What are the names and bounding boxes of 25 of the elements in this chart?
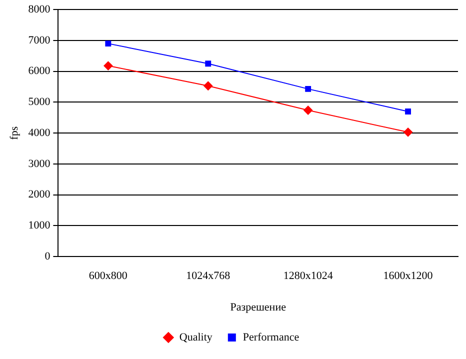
y-tick-label: 1000 [28,220,51,232]
y-tick-label: 6000 [28,65,51,78]
y-tick-label: 4000 [28,126,51,139]
y-tick-label: 7000 [28,34,51,46]
y-tick-label: 8000 [28,3,51,16]
point [104,61,113,70]
point [405,108,411,114]
point [304,106,313,115]
point [205,60,212,67]
legend-label: Quality [179,331,213,344]
x-tick-label: 600x800 [88,270,128,282]
x-tick-label: 1024x768 [186,270,231,282]
y-tick-label: 3000 [28,158,51,170]
y-tick-label: 2000 [28,188,51,201]
y-axis-title: fps [8,126,20,140]
point [105,40,112,47]
y-tick-label: 0 [44,250,51,262]
point [305,86,312,92]
point [204,81,213,90]
x-tick-label: 1600x1200 [383,270,434,282]
x-axis-title: Разрешение [230,301,286,314]
y-tick-label: 5000 [28,96,51,108]
legend-label: Performance [242,331,300,344]
x-tick-label: 1280x1024 [283,270,334,282]
point [404,128,413,137]
